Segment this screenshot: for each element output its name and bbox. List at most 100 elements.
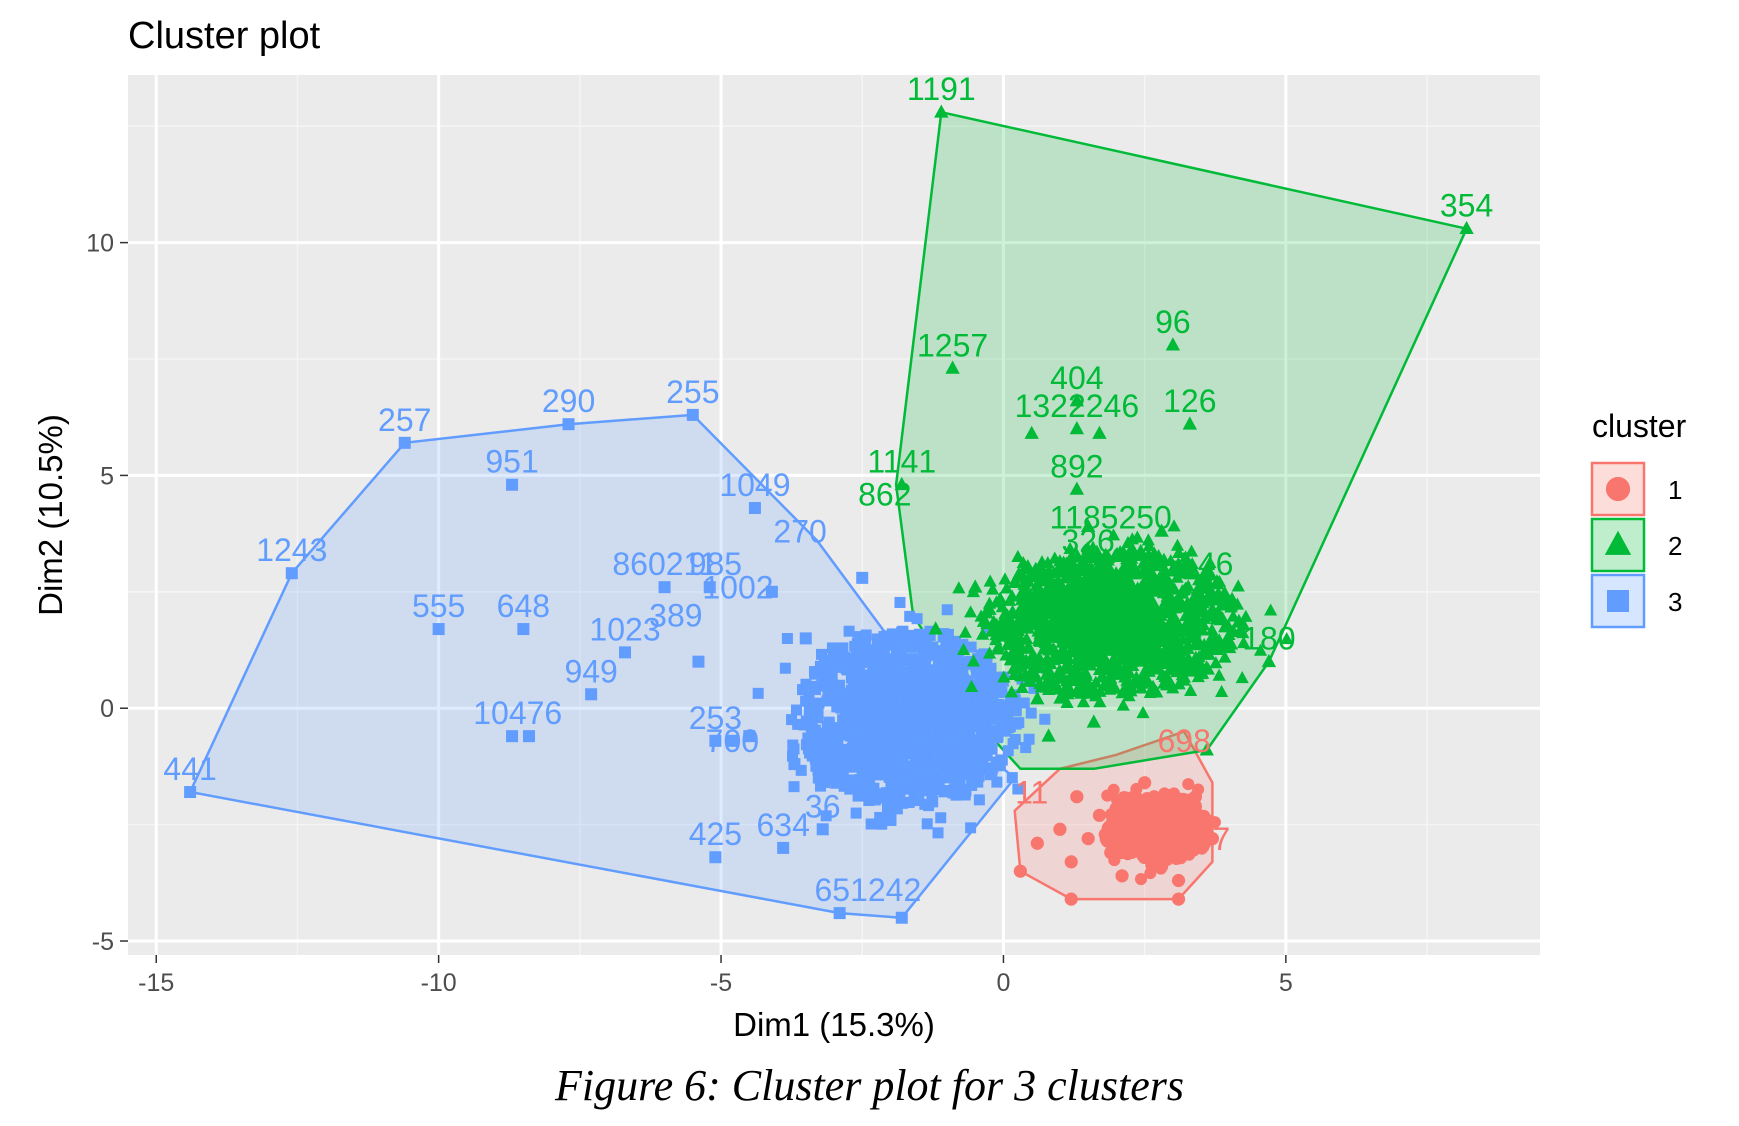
cloud-point	[912, 698, 924, 710]
cloud-point	[1035, 599, 1049, 612]
cloud-point	[1136, 548, 1150, 562]
cloud-point	[1107, 627, 1121, 640]
cloud-point	[1164, 617, 1178, 630]
cloud-point	[1175, 632, 1190, 645]
point-cluster-2	[1069, 481, 1085, 495]
cloud-point	[854, 727, 866, 739]
cloud-point	[1101, 789, 1114, 802]
cloud-point	[1064, 667, 1079, 680]
cloud-point	[1037, 624, 1051, 637]
point-label: 126	[1163, 383, 1216, 419]
cloud-point	[1027, 659, 1041, 672]
cloud-point	[938, 766, 950, 778]
cloud-point	[902, 677, 914, 689]
cloud-point	[1210, 574, 1224, 587]
cloud-point	[1159, 634, 1173, 647]
cloud-point	[1064, 549, 1079, 563]
point-label: 354	[1440, 188, 1493, 224]
point-cluster-1	[1092, 808, 1107, 822]
cloud-point	[816, 648, 828, 660]
point-cluster-3	[523, 730, 536, 743]
cloud-point	[1074, 686, 1088, 699]
cloud-point	[824, 660, 836, 672]
cloud-point	[862, 708, 874, 720]
cloud-point	[881, 803, 893, 815]
point-cluster-1	[1138, 776, 1152, 790]
cloud-point	[951, 765, 963, 777]
cloud-point	[1002, 745, 1014, 757]
cloud-point	[1212, 668, 1226, 681]
cloud-point	[914, 739, 926, 751]
cloud-point	[892, 693, 904, 705]
point-cluster-2	[1210, 639, 1226, 654]
cloud-point	[916, 658, 928, 670]
cloud-point	[1103, 674, 1117, 687]
cloud-point	[1007, 704, 1019, 716]
chart-title: Cluster plot	[128, 15, 321, 57]
legend-marker-2	[1604, 530, 1632, 555]
cloud-point	[927, 641, 939, 653]
cloud-point	[837, 714, 849, 726]
cloud-point	[873, 723, 885, 735]
cloud-point	[1095, 669, 1109, 682]
cloud-point	[1047, 588, 1061, 601]
cloud-point	[893, 639, 905, 651]
cloud-point	[792, 718, 804, 730]
cloud-point	[821, 732, 833, 744]
cloud-point	[1232, 613, 1246, 626]
cloud-point	[890, 666, 902, 678]
cloud-point	[879, 679, 891, 691]
cloud-point	[893, 775, 905, 787]
point-cluster-3	[873, 660, 886, 673]
cloud-point	[786, 714, 798, 726]
cloud-point	[800, 739, 812, 751]
cloud-point	[1076, 695, 1091, 708]
cloud-point	[1221, 619, 1235, 632]
cloud-point	[895, 675, 907, 687]
cloud-point	[1043, 565, 1057, 578]
cloud-point	[1002, 712, 1014, 724]
cloud-point	[982, 646, 997, 659]
cloud-point	[1126, 546, 1140, 560]
cloud-point	[1150, 618, 1164, 631]
cloud-point	[840, 760, 852, 772]
cloud-point	[946, 758, 958, 770]
x-axis-title: Dim1 (15.3%)	[733, 1006, 935, 1043]
cloud-point	[1032, 650, 1046, 664]
point-label: 10476	[473, 695, 562, 731]
point-cluster-2	[1041, 728, 1056, 742]
cloud-point	[867, 663, 879, 675]
cloud-point	[883, 756, 895, 768]
cloud-point	[1023, 733, 1035, 745]
point-label: 180	[1242, 621, 1295, 657]
cloud-point	[911, 613, 923, 625]
cloud-point	[1236, 636, 1251, 649]
cloud-point	[1077, 595, 1091, 608]
point-cluster-2	[1092, 425, 1107, 439]
cloud-point	[1100, 616, 1114, 629]
cloud-point	[1089, 628, 1103, 641]
cloud-point	[965, 641, 977, 653]
cloud-point	[1154, 579, 1168, 592]
cloud-point	[779, 662, 791, 674]
point-label: 57	[1195, 821, 1231, 857]
point-cluster-2	[1064, 560, 1079, 574]
cloud-point	[961, 705, 973, 717]
cloud-point	[1217, 585, 1232, 598]
cloud-point	[840, 705, 852, 717]
cloud-point	[865, 818, 877, 830]
point-cluster-3	[686, 408, 699, 421]
cloud-point	[909, 759, 921, 771]
cloud-point	[1122, 659, 1137, 672]
point-cluster-2	[968, 579, 983, 593]
point-cluster-3	[709, 851, 722, 864]
cloud-point	[906, 629, 918, 641]
point-label: 290	[542, 383, 595, 419]
cloud-point	[847, 737, 859, 749]
cloud-point	[928, 729, 940, 741]
cloud-point	[1181, 579, 1195, 592]
point-cluster-3	[726, 734, 739, 747]
hull-cluster-3	[188, 413, 1017, 920]
cloud-point	[1145, 577, 1159, 590]
cloud-point	[1175, 668, 1189, 681]
